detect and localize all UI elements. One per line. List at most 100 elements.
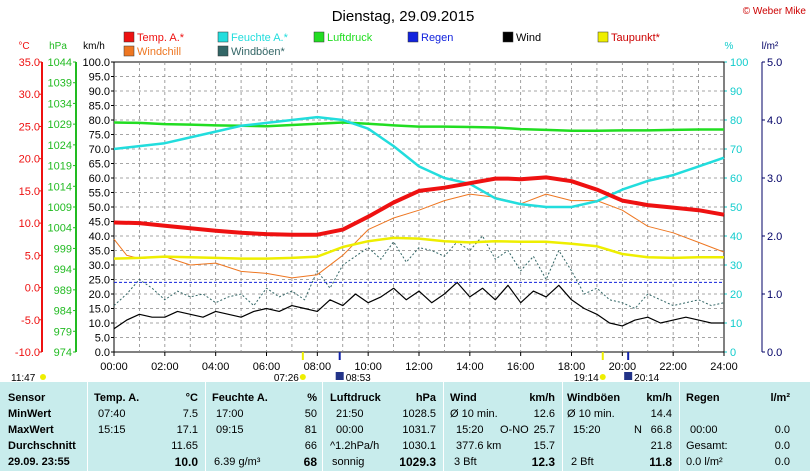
press-avg: 1030.1 (402, 440, 436, 452)
hum-now: 68 (303, 455, 317, 469)
series-dewpoint (113, 236, 724, 260)
wind-bft: 3 Bft (454, 456, 477, 468)
wind-axis-tick-label: 90.0 (89, 86, 110, 98)
x-axis-tick-label: 04:00 (202, 361, 230, 373)
rain-axis-tick-label: 3.0 (767, 173, 782, 185)
press-axis-tick-label: 989 (54, 285, 72, 297)
x-axis-tick-label: 08:00 (304, 361, 332, 373)
temp-axis-tick-label: -5.0 (21, 315, 40, 327)
rain-axis-tick-label: 1.0 (767, 289, 782, 301)
x-axis-tick-label: 22:00 (659, 361, 687, 373)
rain-total-label: Gesamt: (686, 440, 728, 452)
gust-title: Windböen (567, 392, 621, 404)
hum-avg: 66 (304, 440, 317, 452)
moon-icon (335, 372, 344, 380)
hum-axis-tick-label: 10 (730, 318, 742, 330)
marker-label-sunset: 19:14 (574, 373, 599, 382)
row-label-min: MinWert (8, 408, 52, 420)
temp-axis-tick-label: 20.0 (19, 154, 40, 166)
marker-label-moon-rise: 11:47 (11, 373, 36, 382)
legend-swatch (407, 31, 419, 43)
wind-axis-tick-label: 35.0 (89, 246, 110, 258)
hum-min-time: 17:00 (216, 408, 244, 420)
temp-title: Temp. A. (94, 392, 140, 404)
legend-swatch (217, 31, 229, 43)
press-axis-tick-label: 974 (54, 347, 72, 359)
press-axis-tick-label: 994 (54, 264, 72, 276)
rain-axis-tick-label: 4.0 (767, 115, 782, 127)
wind-axis-tick-label: 0.0 (95, 347, 110, 359)
hum-unit: % (307, 392, 317, 404)
temp-axis-tick-label: -10.0 (15, 347, 40, 359)
marker-label-moon-set: 20:14 (634, 373, 659, 382)
press-axis-unit: hPa (49, 41, 67, 52)
wind-axis-tick-label: 30.0 (89, 260, 110, 272)
rain-axis-tick-label: 2.0 (767, 231, 782, 243)
marker-label-sunrise: 07:26 (274, 373, 299, 382)
press-axis-tick-label: 1034 (48, 98, 72, 110)
moon-icon (40, 374, 46, 380)
summary-table: Sensor MinWert MaxWert Durchschnitt 29.0… (0, 382, 810, 471)
marker-label-moon-set: 08:53 (346, 373, 371, 382)
wind-axis-tick-label: 55.0 (89, 188, 110, 200)
gust-max-time: 15:20 (573, 424, 601, 436)
wind-now: 12.3 (531, 455, 555, 469)
hum-min: 50 (304, 408, 317, 420)
row-label-avg: Durchschnitt (8, 440, 76, 452)
legend-label: Windchill (137, 46, 181, 58)
wind-axis-unit: km/h (83, 41, 105, 52)
row-label-max: MaxWert (8, 424, 54, 436)
hum-axis-tick-label: 80 (730, 115, 742, 127)
series-windchill (113, 193, 725, 279)
press-min: 1028.5 (402, 408, 436, 420)
press-axis-tick-label: 1014 (48, 181, 72, 193)
press-max-time: 00:00 (336, 424, 364, 436)
x-axis-tick-label: 16:00 (507, 361, 535, 373)
hum-axis-tick-label: 60 (730, 173, 742, 185)
temp-min: 7.5 (182, 408, 198, 420)
wind-unit: km/h (529, 392, 555, 404)
hum-max-time: 09:15 (216, 424, 244, 436)
press-axis-tick-label: 1019 (48, 161, 72, 173)
series-temperature (113, 175, 725, 237)
wind-axis-tick-label: 70.0 (89, 144, 110, 156)
press-now: 1029.3 (399, 455, 436, 469)
wind-max: 25.7 (533, 424, 555, 436)
legend-swatch (123, 31, 135, 43)
press-axis-tick-label: 999 (54, 243, 72, 255)
gust-min: 14.4 (650, 408, 672, 420)
hum-axis-tick-label: 90 (730, 86, 742, 98)
wind-axis-tick-label: 65.0 (89, 159, 110, 171)
press-max: 1031.7 (402, 424, 436, 436)
wind-min: 12.6 (533, 408, 555, 420)
x-axis-tick-label: 10:00 (354, 361, 382, 373)
press-axis-tick-label: 1024 (48, 140, 72, 152)
legend-swatch (123, 45, 135, 57)
temp-axis-tick-label: 35.0 (19, 57, 40, 69)
row-label-sensor: Sensor (8, 392, 46, 404)
legend-label: Windböen* (231, 46, 286, 58)
wind-axis-tick-label: 50.0 (89, 202, 110, 214)
temp-axis-tick-label: 15.0 (19, 186, 40, 198)
wind-min-label: Ø 10 min. (450, 408, 498, 420)
gust-max-dir: N (634, 424, 642, 436)
temp-avg: 11.65 (171, 440, 198, 452)
legend-label: Regen (421, 32, 453, 44)
chart-legend: Temp. A.* Feuchte A.* Luftdruck Regen Wind Ta… (123, 31, 661, 58)
rain-max-time: 00:00 (690, 424, 718, 436)
temp-min-time: 07:40 (98, 408, 126, 420)
hum-axis-tick-label: 70 (730, 144, 742, 156)
press-min-time: 21:50 (336, 408, 364, 420)
copyright-label: © Weber Mike (743, 6, 807, 17)
temp-max-time: 15:15 (98, 424, 126, 436)
hum-axis-tick-label: 30 (730, 260, 742, 272)
temp-axis-tick-label: 25.0 (19, 121, 40, 133)
wind-axis-tick-label: 100.0 (82, 57, 110, 69)
x-axis-tick-label: 14:00 (456, 361, 484, 373)
x-axis-tick-label: 00:00 (100, 361, 128, 373)
wind-axis-tick-label: 45.0 (89, 217, 110, 229)
gust-now: 11.8 (649, 455, 672, 469)
x-axis-tick-label: 18:00 (558, 361, 586, 373)
wind-title: Wind (450, 392, 477, 404)
rain-axis-unit: l/m² (762, 41, 779, 52)
